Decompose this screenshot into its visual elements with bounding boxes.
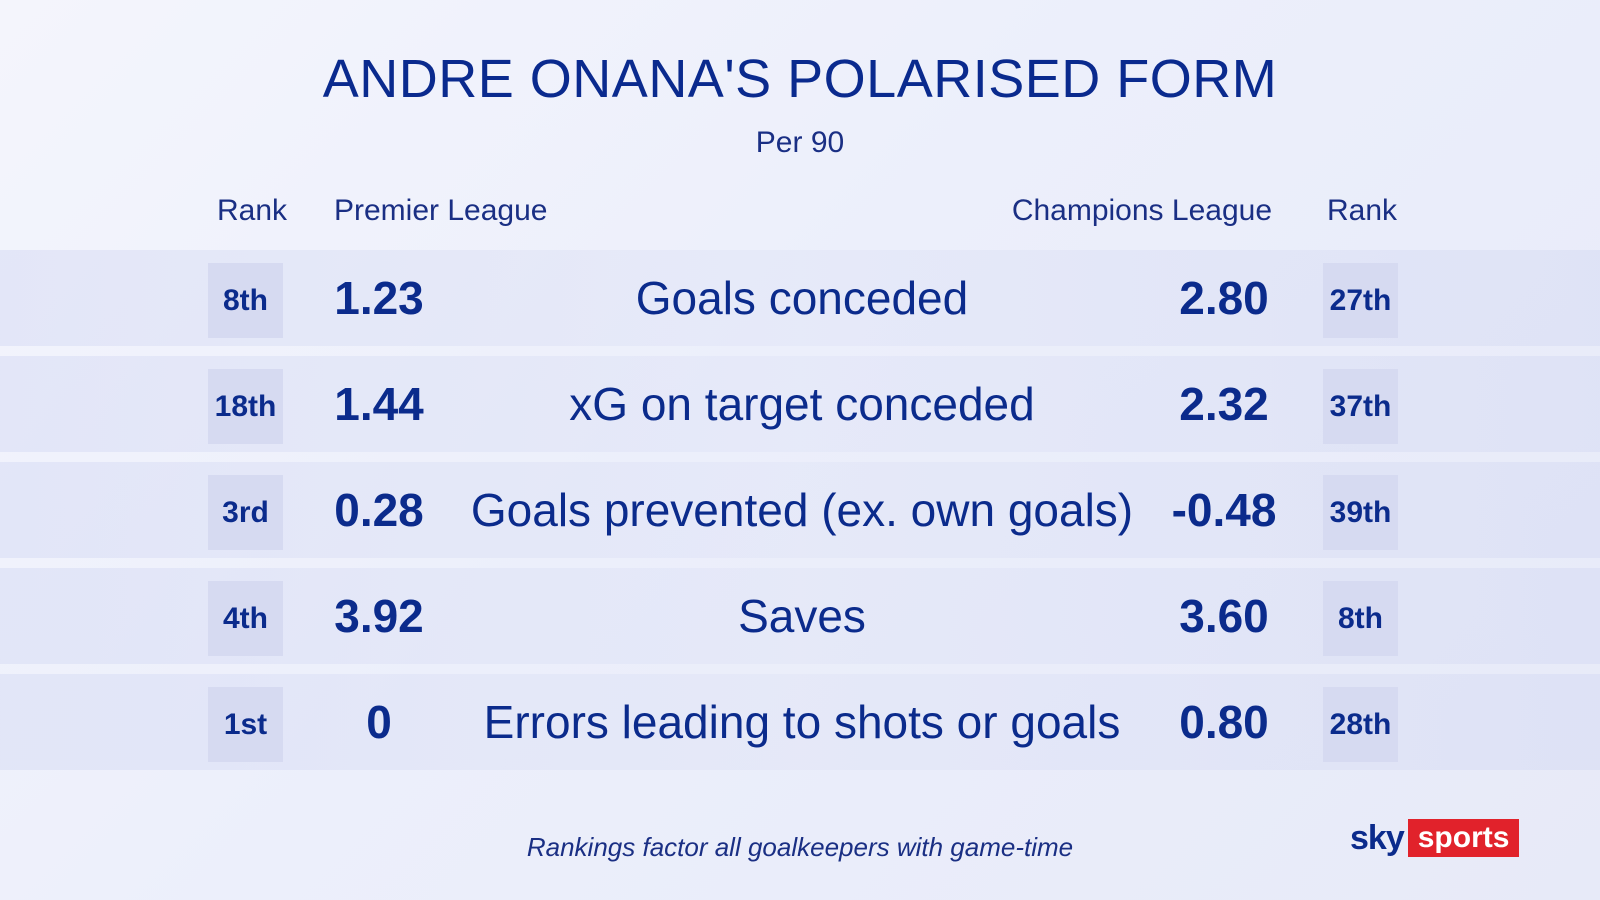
cl-rank-badge: 27th: [1323, 263, 1398, 338]
sky-sports-logo: sky sports: [1350, 818, 1520, 858]
metric-label: Goals conceded: [635, 272, 969, 324]
footnote: Rankings factor all goalkeepers with gam…: [526, 832, 1074, 862]
pl-rank-badge: 4th: [208, 581, 283, 656]
pl-value: 0.28: [334, 484, 424, 536]
cl-rank-badge: 37th: [1323, 369, 1398, 444]
cl-value: 3.60: [1179, 590, 1269, 642]
pl-value: 0: [366, 696, 392, 748]
table-row: 8th 1.23 Goals conceded 2.80 27th: [0, 250, 1600, 346]
metric-label: xG on target conceded: [569, 378, 1035, 430]
metric-label: Errors leading to shots or goals: [483, 696, 1121, 748]
metric-label: Saves: [738, 590, 866, 642]
table-row: 1st 0 Errors leading to shots or goals 0.80…: [0, 674, 1600, 770]
cl-value: 0.80: [1179, 696, 1269, 748]
cl-rank-badge: 28th: [1323, 687, 1398, 762]
logo-sports-text: sports: [1407, 819, 1520, 857]
pl-rank-badge: 8th: [208, 263, 283, 338]
cl-value: 2.32: [1179, 378, 1269, 430]
pl-rank-badge: 18th: [208, 369, 283, 444]
logo-sky-text: sky: [1350, 818, 1405, 857]
pl-value: 1.44: [334, 378, 424, 430]
chart-subtitle: Per 90: [755, 126, 845, 159]
header-champions-league: Champions League: [1011, 194, 1272, 227]
metric-label: Goals prevented (ex. own goals): [470, 484, 1134, 536]
cl-value: 2.80: [1179, 272, 1269, 324]
cl-value: -0.48: [1171, 484, 1277, 536]
chart-title: ANDRE ONANA'S POLARISED FORM: [322, 49, 1278, 109]
pl-value: 3.92: [334, 590, 424, 642]
cl-rank-badge: 8th: [1323, 581, 1398, 656]
header-premier-league: Premier League: [334, 194, 548, 227]
pl-value: 1.23: [334, 272, 424, 324]
table-row: 18th 1.44 xG on target conceded 2.32 37th: [0, 356, 1600, 452]
header-rank-left: Rank: [216, 194, 288, 227]
cl-rank-badge: 39th: [1323, 475, 1398, 550]
table-row: 4th 3.92 Saves 3.60 8th: [0, 568, 1600, 664]
header-rank-right: Rank: [1326, 194, 1398, 227]
pl-rank-badge: 3rd: [208, 475, 283, 550]
pl-rank-badge: 1st: [208, 687, 283, 762]
table-row: 3rd 0.28 Goals prevented (ex. own goals) -0…: [0, 462, 1600, 558]
